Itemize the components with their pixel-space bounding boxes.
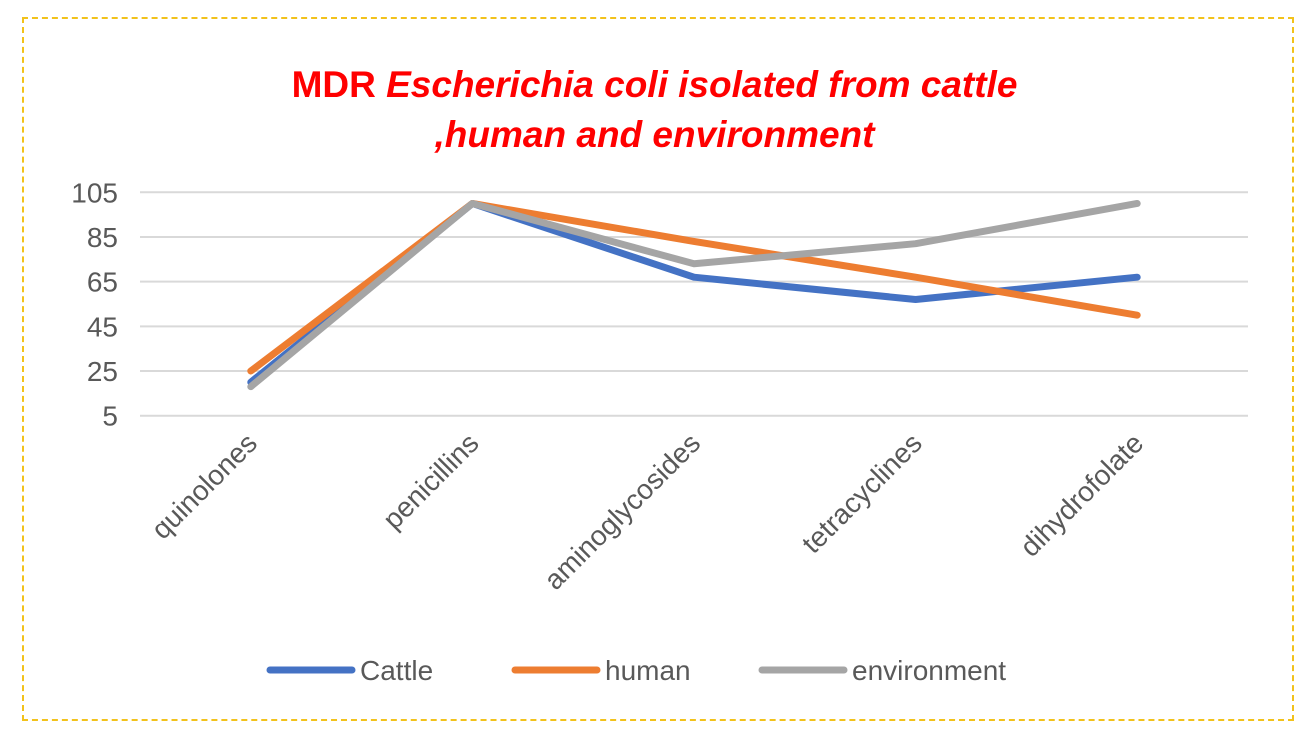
chart-frame: [22, 17, 1294, 721]
y-tick-label: 65: [87, 267, 118, 298]
x-tick-label: tetracyclines: [796, 427, 928, 559]
chart-title-line1: MDR Escherichia coli isolated from cattl…: [0, 60, 1309, 110]
legend-label: human: [605, 655, 691, 686]
x-tick-label: quinolones: [145, 427, 263, 545]
x-tick-label: aminoglycosides: [538, 427, 706, 595]
x-tick-label: dihydrofolate: [1014, 427, 1149, 562]
title-plain: MDR: [291, 64, 387, 105]
y-tick-label: 45: [87, 311, 118, 342]
series-line-human: [247, 199, 1141, 375]
title-italic: Escherichia coli isolated from cattle: [386, 64, 1018, 105]
y-tick-label: 25: [87, 356, 118, 387]
series-line-environment: [247, 199, 1141, 391]
y-tick-label: 105: [71, 177, 118, 208]
legend-label: environment: [852, 655, 1006, 686]
y-tick-label: 85: [87, 222, 118, 253]
x-tick-label: penicillins: [377, 427, 485, 535]
chart-title-line2: ,human and environment: [0, 110, 1309, 160]
legend-label: Cattle: [360, 655, 433, 686]
title-italic-2: ,human and environment: [434, 114, 875, 155]
y-tick-label: 5: [102, 401, 118, 432]
